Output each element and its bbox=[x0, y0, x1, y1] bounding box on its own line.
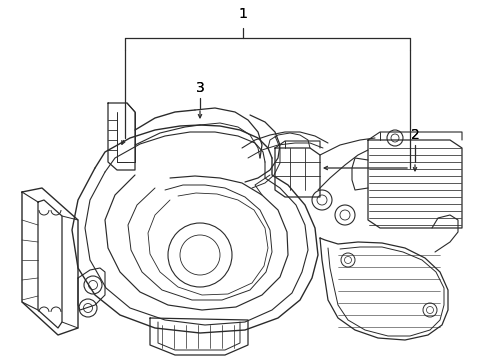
Text: 3: 3 bbox=[196, 81, 204, 95]
Text: 3: 3 bbox=[196, 81, 204, 95]
Text: 1: 1 bbox=[239, 7, 247, 21]
Text: 2: 2 bbox=[411, 128, 419, 142]
Text: 1: 1 bbox=[239, 7, 247, 21]
Text: 2: 2 bbox=[411, 128, 419, 142]
